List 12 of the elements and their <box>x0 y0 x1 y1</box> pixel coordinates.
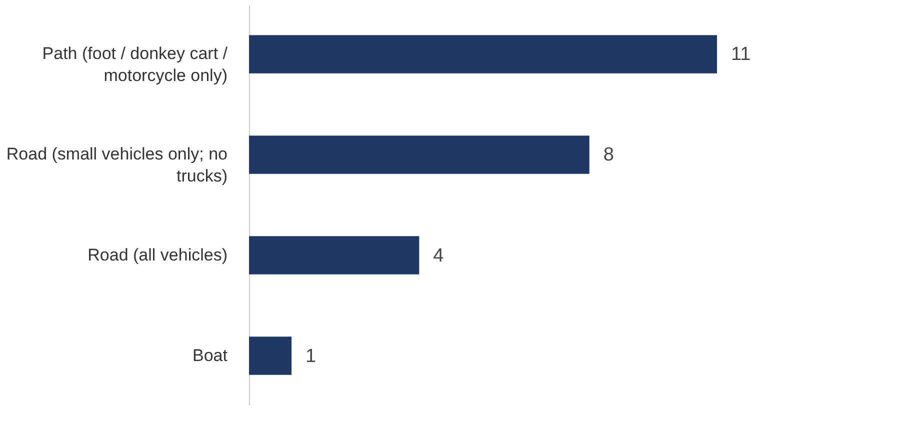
bar <box>249 336 292 375</box>
data-label: 11 <box>731 44 751 66</box>
bar <box>249 236 420 274</box>
data-label: 8 <box>603 144 614 166</box>
y-tick-label: Boat <box>192 346 228 365</box>
y-tick-label: Path (foot / donkey cart / motorcycle only) <box>42 44 228 86</box>
data-label: 4 <box>433 245 444 266</box>
y-tick-label: Road (all vehicles) <box>88 245 228 264</box>
data-label: 1 <box>306 346 316 367</box>
y-tick-label: Road (small vehicles only; no trucks) <box>6 144 228 186</box>
bar <box>249 35 717 74</box>
bar <box>249 136 590 174</box>
